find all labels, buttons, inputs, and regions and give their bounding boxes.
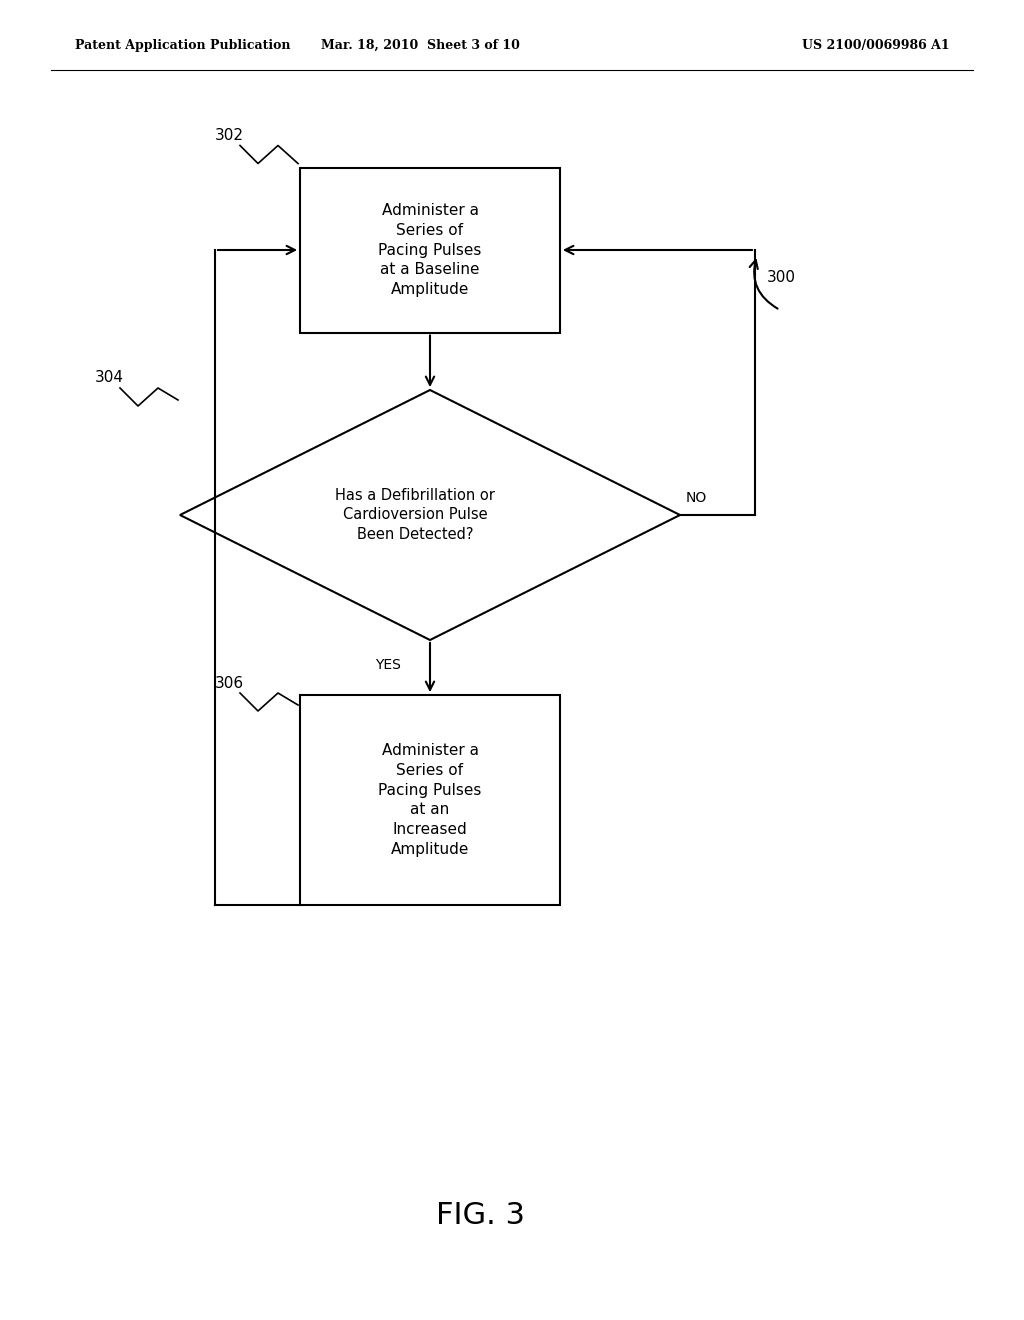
Text: Has a Defibrillation or
Cardioversion Pulse
Been Detected?: Has a Defibrillation or Cardioversion Pu… — [335, 487, 495, 543]
Text: 306: 306 — [215, 676, 244, 690]
Text: Mar. 18, 2010  Sheet 3 of 10: Mar. 18, 2010 Sheet 3 of 10 — [321, 38, 519, 51]
Text: Patent Application Publication: Patent Application Publication — [75, 38, 291, 51]
Text: 300: 300 — [767, 269, 796, 285]
Polygon shape — [180, 389, 680, 640]
Text: NO: NO — [686, 491, 708, 506]
FancyArrowPatch shape — [750, 260, 777, 309]
FancyBboxPatch shape — [300, 696, 560, 906]
Text: YES: YES — [375, 657, 400, 672]
Text: FIG. 3: FIG. 3 — [435, 1200, 524, 1229]
Text: Administer a
Series of
Pacing Pulses
at an
Increased
Amplitude: Administer a Series of Pacing Pulses at … — [378, 743, 481, 857]
Text: 304: 304 — [95, 371, 124, 385]
Text: US 2100/0069986 A1: US 2100/0069986 A1 — [803, 38, 950, 51]
Text: 302: 302 — [215, 128, 244, 143]
Text: Administer a
Series of
Pacing Pulses
at a Baseline
Amplitude: Administer a Series of Pacing Pulses at … — [378, 203, 481, 297]
FancyBboxPatch shape — [300, 168, 560, 333]
